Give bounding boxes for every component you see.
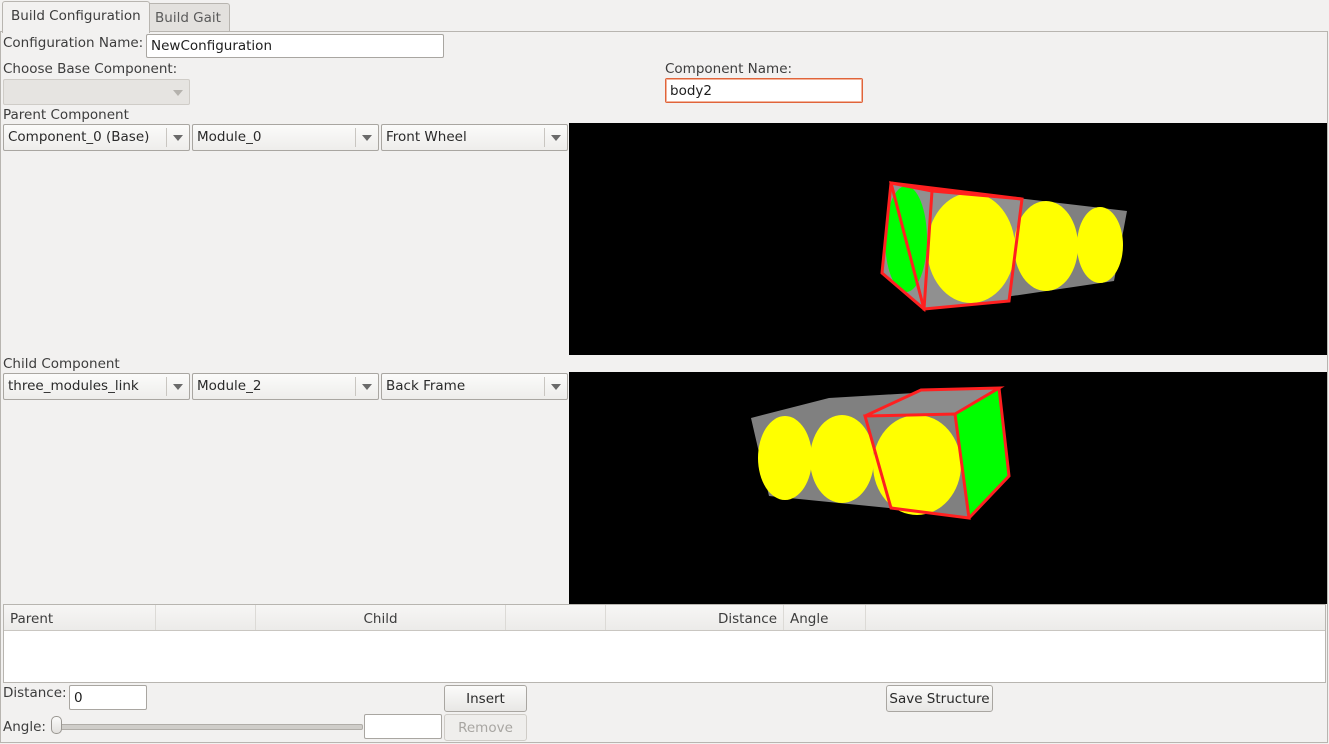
column-header-distance[interactable]: Distance — [606, 605, 784, 630]
angle-label: Angle: — [3, 719, 46, 735]
parent-module-value: Module_0 — [197, 129, 262, 145]
angle-slider-track[interactable] — [55, 724, 363, 730]
table-header: Parent Child Distance Angle — [4, 605, 1325, 631]
column-header-blank[interactable] — [156, 605, 256, 630]
parent-node-value: Front Wheel — [386, 129, 467, 145]
combo-divider — [166, 377, 167, 396]
child-module-render — [751, 386, 1011, 520]
column-header-label: Parent — [10, 611, 54, 627]
column-header-blank[interactable] — [506, 605, 606, 630]
child-component-select[interactable]: three_modules_link — [3, 373, 190, 400]
save-structure-button[interactable]: Save Structure — [886, 685, 993, 712]
column-header-label: Distance — [717, 611, 777, 627]
combo-divider — [544, 128, 545, 147]
tab-label: Build Configuration — [11, 8, 141, 24]
component-name-input[interactable] — [665, 78, 863, 103]
tab-build-gait[interactable]: Build Gait — [146, 3, 230, 31]
angle-slider-handle[interactable] — [51, 716, 62, 734]
distance-label: Distance: — [3, 685, 67, 701]
remove-button-label: Remove — [458, 720, 513, 736]
chevron-down-icon — [362, 135, 372, 141]
chevron-down-icon — [551, 135, 561, 141]
combo-divider — [355, 377, 356, 396]
parent-component-value: Component_0 (Base) — [8, 129, 150, 145]
choose-base-component-label: Choose Base Component: — [3, 61, 178, 77]
child-node-value: Back Frame — [386, 378, 466, 394]
combo-divider — [544, 377, 545, 396]
child-node-select[interactable]: Back Frame — [381, 373, 568, 400]
parent-module-render — [880, 181, 1127, 313]
parent-node-select[interactable]: Front Wheel — [381, 124, 568, 151]
column-header-label: Child — [363, 611, 398, 627]
component-name-label: Component Name: — [665, 61, 793, 77]
save-structure-button-label: Save Structure — [889, 691, 990, 707]
child-component-value: three_modules_link — [8, 378, 139, 394]
child-3d-viewport[interactable] — [569, 372, 1327, 604]
tab-build-configuration[interactable]: Build Configuration — [2, 1, 150, 33]
insert-button[interactable]: Insert — [444, 685, 527, 712]
column-header-parent[interactable]: Parent — [4, 605, 156, 630]
angle-input[interactable] — [364, 714, 442, 739]
remove-button[interactable]: Remove — [444, 714, 527, 741]
parent-module-select[interactable]: Module_0 — [192, 124, 379, 151]
chevron-down-icon — [173, 135, 183, 141]
chevron-down-icon — [551, 384, 561, 390]
column-header-angle[interactable]: Angle — [784, 605, 866, 630]
combo-divider — [355, 128, 356, 147]
parent-3d-viewport[interactable] — [569, 123, 1327, 355]
configuration-name-input[interactable] — [146, 34, 444, 58]
column-header-label: Angle — [790, 611, 829, 627]
distance-input[interactable] — [69, 685, 147, 710]
configuration-name-label: Configuration Name: — [3, 35, 144, 51]
chevron-down-icon — [173, 384, 183, 390]
combo-divider — [166, 128, 167, 147]
connections-table[interactable]: Parent Child Distance Angle — [3, 604, 1326, 683]
child-module-select[interactable]: Module_2 — [192, 373, 379, 400]
chevron-down-icon — [362, 384, 372, 390]
insert-button-label: Insert — [466, 691, 505, 707]
child-module-value: Module_2 — [197, 378, 262, 394]
parent-component-label: Parent Component — [3, 107, 129, 123]
child-component-label: Child Component — [3, 356, 120, 372]
chevron-down-icon — [173, 90, 183, 96]
base-component-select[interactable] — [3, 79, 190, 105]
column-header-child[interactable]: Child — [256, 605, 506, 630]
tab-label: Build Gait — [155, 10, 221, 26]
parent-component-select[interactable]: Component_0 (Base) — [3, 124, 190, 151]
